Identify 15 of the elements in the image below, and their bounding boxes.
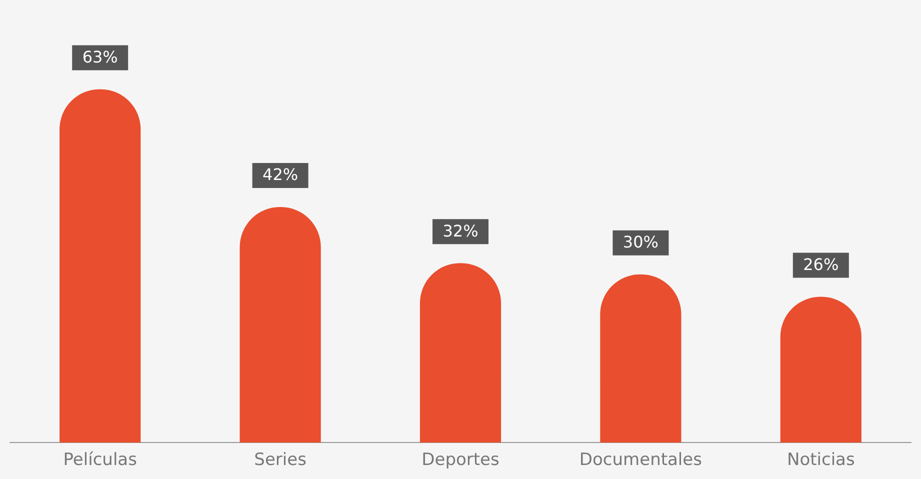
bar <box>600 274 682 443</box>
data-label: 42% <box>262 165 298 184</box>
bar <box>60 89 141 443</box>
bar <box>240 207 321 443</box>
x-tick-label: Deportes <box>422 450 500 470</box>
bar <box>780 296 862 443</box>
data-label: 32% <box>442 221 478 240</box>
data-label: 26% <box>803 254 839 274</box>
x-tick-label: Documentales <box>579 450 702 470</box>
bar <box>420 263 502 443</box>
data-label: 30% <box>622 232 658 252</box>
x-tick-label: Películas <box>63 450 138 470</box>
x-tick-label: Series <box>254 450 307 470</box>
x-tick-label: Noticias <box>786 450 855 470</box>
data-label: 63% <box>82 47 118 66</box>
